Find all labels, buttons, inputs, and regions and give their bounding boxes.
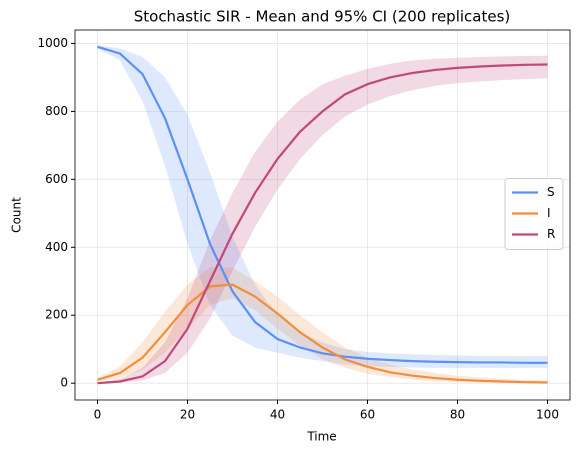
x-tick-label: 80: [450, 408, 465, 422]
x-tick-label: 100: [536, 408, 559, 422]
x-axis-label: Time: [306, 430, 336, 444]
line: [97, 283, 548, 384]
y-tick-label: 200: [45, 308, 68, 322]
ci-band: [97, 267, 548, 384]
y-tick-label: 1000: [37, 36, 68, 50]
y-tick-label: 800: [45, 104, 68, 118]
legend-label: R: [547, 227, 555, 241]
x-tick-label: 40: [270, 408, 285, 422]
y-tick-label: 400: [45, 240, 68, 254]
x-tick-label: 20: [180, 408, 195, 422]
line: [97, 63, 548, 385]
y-tick-label: 600: [45, 172, 68, 186]
plot-frame: [74, 29, 571, 401]
chart-title: Stochastic SIR - Mean and 95% CI (200 re…: [134, 8, 511, 26]
y-tick-label: 0: [60, 376, 68, 390]
ci-band: [97, 55, 548, 384]
legend-label: I: [547, 206, 551, 220]
x-tick-label: 60: [360, 408, 375, 422]
y-axis-label: Count: [10, 197, 24, 233]
legend-label: S: [547, 185, 555, 199]
line: [97, 45, 548, 364]
x-tick-label: 0: [94, 408, 102, 422]
